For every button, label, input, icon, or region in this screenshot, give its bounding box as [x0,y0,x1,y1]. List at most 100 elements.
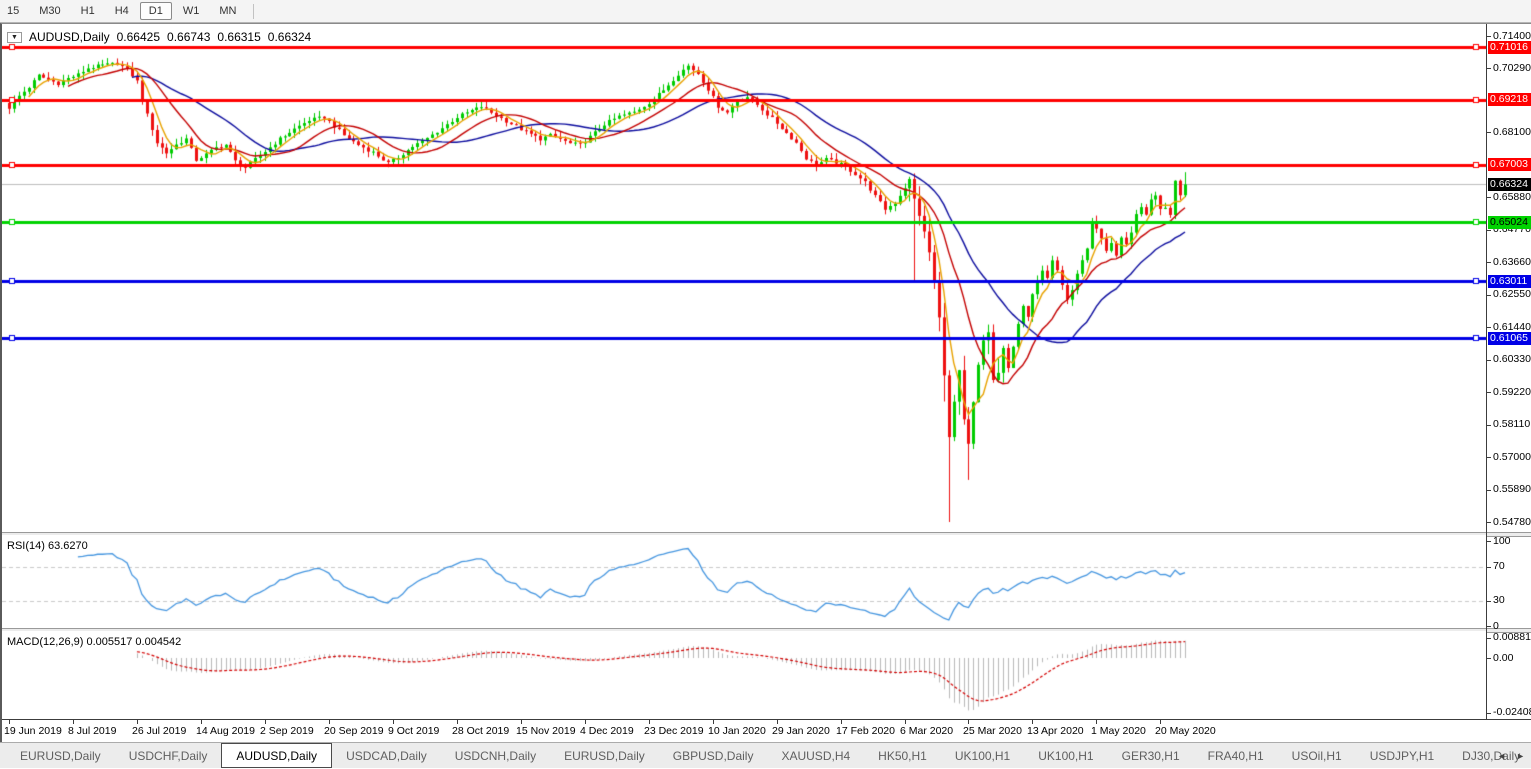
date-label: 4 Dec 2019 [580,725,634,737]
price-line-badge: 0.61065 [1488,331,1531,345]
tab-item-XAUUSD-H4[interactable]: XAUUSD,H4 [781,748,851,763]
date-label: 19 Jun 2019 [4,725,62,737]
price-tick-label: 0.61440 [1493,320,1531,333]
rsi-tick [1487,626,1491,627]
rsi-tick [1487,541,1491,542]
date-tick [1032,720,1033,724]
date-tick [585,720,586,724]
rsi-tick [1487,566,1491,568]
price-tick-label: 0.58110 [1493,418,1531,431]
timeframe-button-M30[interactable]: M30 [39,5,61,17]
timeframe-button-15[interactable]: 15 [7,5,20,17]
ohlc-open: 0.66425 [116,30,161,44]
macd-pane-canvas[interactable] [2,631,1486,719]
price-line-badge: 0.63011 [1488,274,1531,288]
date-label: 20 Sep 2019 [324,725,384,737]
timeframe-button-D1[interactable]: D1 [139,2,172,20]
tab-item-FRA40-H1[interactable]: FRA40,H1 [1207,748,1264,763]
macd-tick-label: 0.00 [1493,651,1514,664]
rsi-pane-canvas[interactable] [2,535,1486,628]
date-tick [329,720,330,724]
tab-item-USOil-H1[interactable]: USOil,H1 [1291,748,1342,763]
price-tick-label: 0.65880 [1493,190,1531,203]
tab-item-GER30-H1[interactable]: GER30,H1 [1121,748,1180,763]
tabs-scroll-right-icon[interactable]: ► [1516,751,1525,761]
chart-symbol-label: AUDUSD,Daily [28,30,110,44]
toolbar-separator [253,3,255,19]
macd-tick-label: 0.008815 [1493,631,1531,644]
date-axis[interactable]: 19 Jun 2019 8 Jul 2019 26 Jul 2019 14 Aug 2… [2,719,1531,744]
tab-item-GBPUSD-Daily[interactable]: GBPUSD,Daily [672,748,754,763]
price-tick [1487,359,1491,361]
chart-tab-bar: EURUSD,Daily USDCHF,Daily AUDUSD,Daily USDC… [0,742,1531,768]
timeframe-button-W1[interactable]: W1 [182,5,200,17]
date-label: 23 Dec 2019 [644,725,704,737]
date-tick [968,720,969,724]
price-tick-label: 0.62550 [1493,288,1531,301]
date-label: 26 Jul 2019 [132,725,187,737]
date-label: 28 Oct 2019 [452,725,510,737]
price-tick-label: 0.63660 [1493,255,1531,268]
tab-item-DJ30-Daily[interactable]: DJ30,Daily [1462,748,1521,763]
macd-tick-label: -0.024082 [1493,706,1531,719]
date-tick [713,720,714,724]
price-tick [1487,36,1491,37]
tab-item-UK100-H1[interactable]: UK100,H1 [954,748,1011,763]
price-tick-label: 0.55890 [1493,483,1531,496]
tab-item-USDJPY-H1[interactable]: USDJPY,H1 [1369,748,1435,763]
date-tick [777,720,778,724]
date-tick [649,720,650,724]
timeframe-button-MN[interactable]: MN [219,5,237,17]
price-tick-label: 0.59220 [1493,385,1531,398]
price-tick [1487,132,1491,134]
main-price-chart-canvas[interactable] [2,24,1486,532]
tab-item-USDCAD-Daily[interactable]: USDCAD,Daily [346,748,427,763]
ohlc-close: 0.66324 [267,30,312,44]
rsi-tick-label: 30 [1493,594,1505,606]
price-tick-label: 0.70290 [1493,61,1531,74]
date-tick [457,720,458,724]
price-tick [1487,522,1491,523]
price-tick [1487,457,1491,459]
date-label: 14 Aug 2019 [196,725,255,737]
date-label: 13 Apr 2020 [1027,725,1084,737]
timeframe-button-H1[interactable]: H1 [80,5,95,17]
price-tick [1487,327,1491,329]
price-axis-line [1486,24,1487,719]
date-label: 15 Nov 2019 [516,725,576,737]
macd-tick [1487,637,1491,639]
tab-item-EURUSD-Daily[interactable]: EURUSD,Daily [20,748,101,763]
chart-title: ▼ AUDUSD,Daily 0.66425 0.66743 0.66315 0… [7,30,311,44]
date-label: 1 May 2020 [1091,725,1146,737]
price-tick-label: 0.60330 [1493,353,1531,366]
timeframe-button-H4[interactable]: H4 [114,5,129,17]
tab-item-UK100-H1[interactable]: UK100,H1 [1038,748,1094,763]
rsi-tick-label: 0 [1493,619,1499,632]
macd-tick [1487,712,1491,714]
date-label: 25 Mar 2020 [963,725,1022,737]
price-tick [1487,489,1491,491]
rsi-indicator-label: RSI(14) 63.6270 [7,540,88,552]
date-label: 6 Mar 2020 [900,725,954,737]
tab-item-EURUSD-Daily[interactable]: EURUSD,Daily [564,748,645,763]
date-tick [521,720,522,724]
rsi-tick-label: 100 [1493,534,1511,547]
date-tick [137,720,138,724]
date-tick [905,720,906,724]
macd-indicator-label: MACD(12,26,9) 0.005517 0.004542 [7,636,182,648]
tab-item-HK50-H1[interactable]: HK50,H1 [878,748,927,763]
symbol-dropdown-icon[interactable]: ▼ [7,31,22,43]
price-tick [1487,392,1491,394]
tabs-scroll-left-icon[interactable]: ◄ [1497,751,1507,761]
tab-item-USDCHF-Daily[interactable]: USDCHF,Daily [128,748,208,763]
date-tick [1160,720,1161,724]
date-label: 20 May 2020 [1155,725,1216,737]
tab-item-USDCNH-Daily[interactable]: USDCNH,Daily [454,748,537,763]
chart-window: ▼ AUDUSD,Daily 0.66425 0.66743 0.66315 0… [0,23,1531,744]
tab-item-AUDUSD-Daily[interactable]: AUDUSD,Daily [221,743,333,768]
date-tick [393,720,394,724]
date-tick [841,720,842,724]
date-tick [265,720,266,724]
rsi-tick [1487,600,1491,602]
